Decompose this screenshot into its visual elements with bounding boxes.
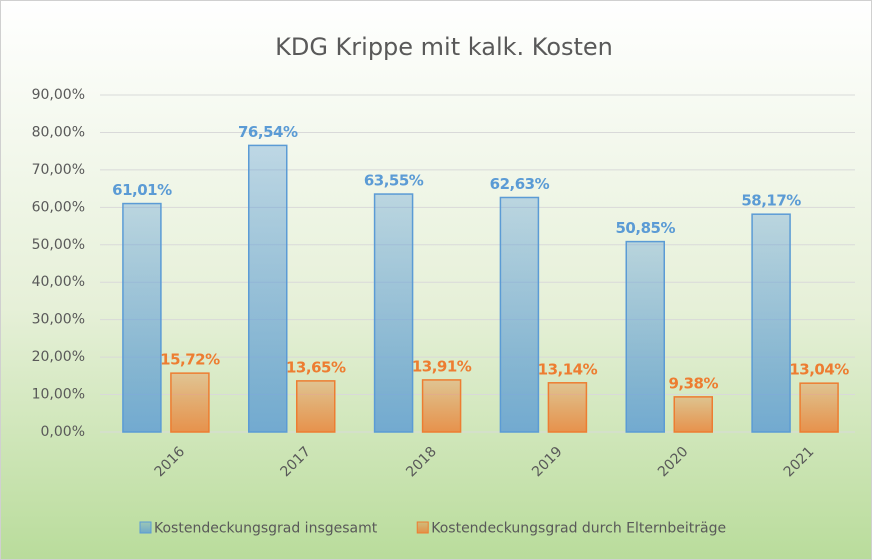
data-label: 13,14% xyxy=(538,360,598,378)
y-tick-label: 90,00% xyxy=(32,87,85,103)
y-tick-label: 80,00% xyxy=(32,124,85,140)
y-tick-label: 30,00% xyxy=(32,312,85,328)
bar xyxy=(499,196,540,433)
y-tick-label: 20,00% xyxy=(32,349,85,365)
y-tick-label: 60,00% xyxy=(32,199,85,215)
legend-swatch xyxy=(416,521,429,534)
data-label: 13,65% xyxy=(286,358,346,376)
data-label: 76,54% xyxy=(238,123,298,141)
data-label: 62,63% xyxy=(490,175,550,193)
bar xyxy=(296,380,336,433)
bar xyxy=(547,382,588,433)
bar xyxy=(170,372,210,433)
legend-label: Kostendeckungsgrad durch Elternbeiträge xyxy=(431,521,726,537)
bar xyxy=(673,396,713,433)
bar xyxy=(625,240,665,433)
data-label: 9,38% xyxy=(668,374,718,392)
y-tick-label: 0,00% xyxy=(41,424,85,440)
bar xyxy=(248,144,288,433)
y-tick-label: 40,00% xyxy=(32,274,85,290)
data-label: 13,91% xyxy=(412,357,472,375)
data-label: 15,72% xyxy=(160,351,220,369)
bar xyxy=(421,379,462,433)
chart-title: KDG Krippe mit kalk. Kosten xyxy=(275,33,613,61)
y-tick-label: 10,00% xyxy=(32,387,85,403)
data-label: 58,17% xyxy=(741,192,801,210)
bar xyxy=(799,382,839,433)
y-tick-label: 50,00% xyxy=(32,237,85,253)
data-label: 63,55% xyxy=(364,172,424,190)
data-label: 61,01% xyxy=(112,181,172,199)
legend: Kostendeckungsgrad insgesamt Kostendeckun… xyxy=(139,521,726,537)
legend-swatch xyxy=(139,521,152,534)
legend-label: Kostendeckungsgrad insgesamt xyxy=(154,521,378,537)
bar xyxy=(751,213,791,433)
data-label: 50,85% xyxy=(616,219,676,237)
data-label: 13,04% xyxy=(789,361,849,379)
y-tick-label: 70,00% xyxy=(32,162,85,178)
bar xyxy=(122,202,162,433)
bar xyxy=(373,193,414,433)
